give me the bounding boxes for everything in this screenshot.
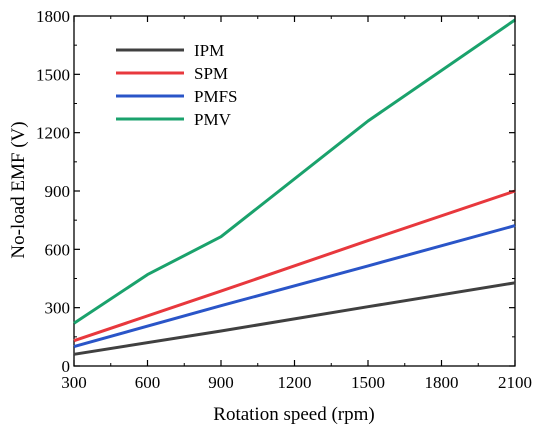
x-tick-label: 900	[208, 373, 234, 392]
series-line-spm	[73, 189, 516, 343]
legend-label-spm: SPM	[194, 64, 228, 83]
legend-label-pmfs: PMFS	[194, 87, 237, 106]
legend-label-pmv: PMV	[194, 110, 232, 129]
y-tick-label: 900	[45, 182, 71, 201]
series-line-ipm	[73, 281, 516, 356]
series-line-pmfs	[73, 224, 516, 349]
y-tick-label: 300	[45, 299, 71, 318]
x-tick-label: 1500	[351, 373, 385, 392]
x-tick-label: 2100	[498, 373, 532, 392]
x-tick-label: 600	[135, 373, 161, 392]
plot-area-frame	[73, 15, 516, 367]
x-tick-label: 1800	[425, 373, 459, 392]
series-line-pmv	[73, 18, 516, 325]
legend-label-ipm: IPM	[194, 41, 224, 60]
y-tick-label: 1200	[36, 124, 70, 143]
y-tick-label: 0	[62, 357, 71, 376]
y-tick-label: 600	[45, 240, 71, 259]
y-axis-label: No-load EMF (V)	[8, 121, 29, 258]
x-tick-label: 300	[61, 373, 87, 392]
x-axis-label: Rotation speed (rpm)	[213, 404, 374, 425]
x-tick-label: 1200	[278, 373, 312, 392]
y-tick-label: 1500	[36, 65, 70, 84]
y-tick-label: 1800	[36, 7, 70, 26]
